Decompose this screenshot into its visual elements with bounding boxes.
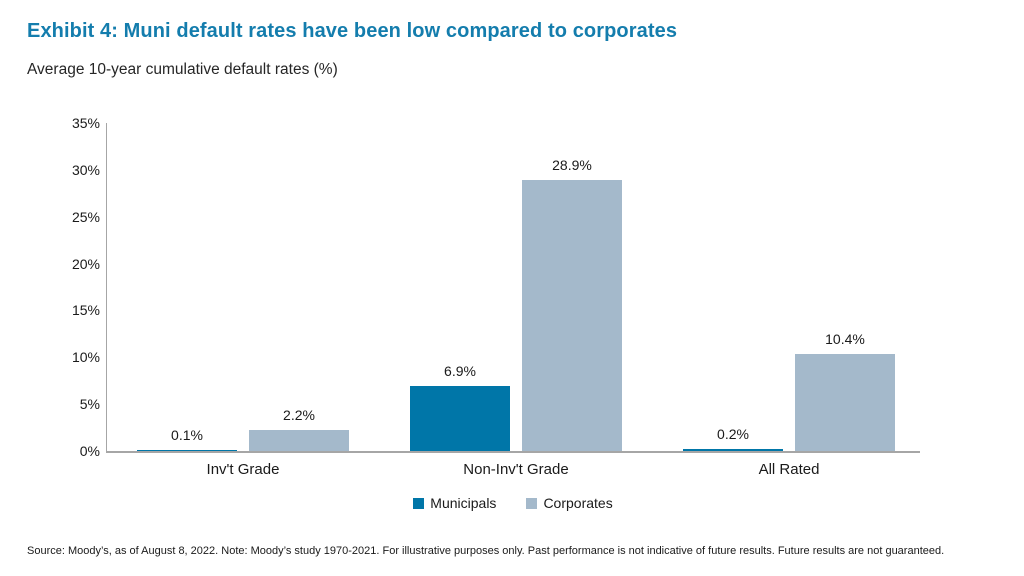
bar-corporates-1 [522, 180, 622, 451]
chart-legend: Municipals Corporates [106, 495, 920, 511]
exhibit-title: Exhibit 4: Muni default rates have been … [27, 20, 678, 42]
y-axis-tick-label: 25% [71, 208, 100, 225]
bar-value-label: 10.4% [825, 331, 865, 347]
bar-value-label: 0.2% [717, 426, 749, 442]
y-axis-tick-label: 0% [79, 443, 100, 459]
y-axis-line [106, 123, 107, 451]
y-axis-tick-label: 5% [79, 396, 100, 413]
bar-corporates-0 [249, 430, 349, 451]
bar-municipals-0 [137, 450, 237, 451]
bar-value-label: 28.9% [552, 157, 592, 173]
legend-label: Corporates [543, 495, 613, 511]
legend-swatch-icon [413, 497, 425, 509]
bar-value-label: 6.9% [444, 363, 476, 379]
legend-item-corporates: Corporates [526, 495, 613, 511]
category-label: Inv't Grade [206, 461, 280, 478]
category-label: All Rated [758, 461, 820, 478]
y-axis-tick-label: 20% [71, 255, 100, 272]
y-axis-tick-label: 15% [71, 302, 100, 319]
category-label: Non-Inv't Grade [463, 461, 569, 478]
x-axis-line [106, 451, 920, 453]
bar-value-label: 2.2% [283, 407, 315, 423]
chart-subtitle: Average 10-year cumulative default rates… [27, 61, 338, 78]
legend-label: Municipals [430, 495, 497, 511]
y-axis-tick-label: 35% [71, 115, 100, 131]
legend-item-municipals: Municipals [413, 495, 496, 511]
bar-value-label: 0.1% [171, 427, 203, 443]
y-axis-tick-label: 10% [71, 349, 100, 366]
bar-municipals-1 [410, 386, 510, 451]
source-note: Source: Moody’s, as of August 8, 2022. N… [27, 545, 945, 557]
legend-swatch-icon [526, 497, 538, 509]
bar-corporates-2 [795, 354, 895, 451]
bar-municipals-2 [683, 449, 783, 451]
y-axis-tick-label: 30% [71, 161, 100, 178]
